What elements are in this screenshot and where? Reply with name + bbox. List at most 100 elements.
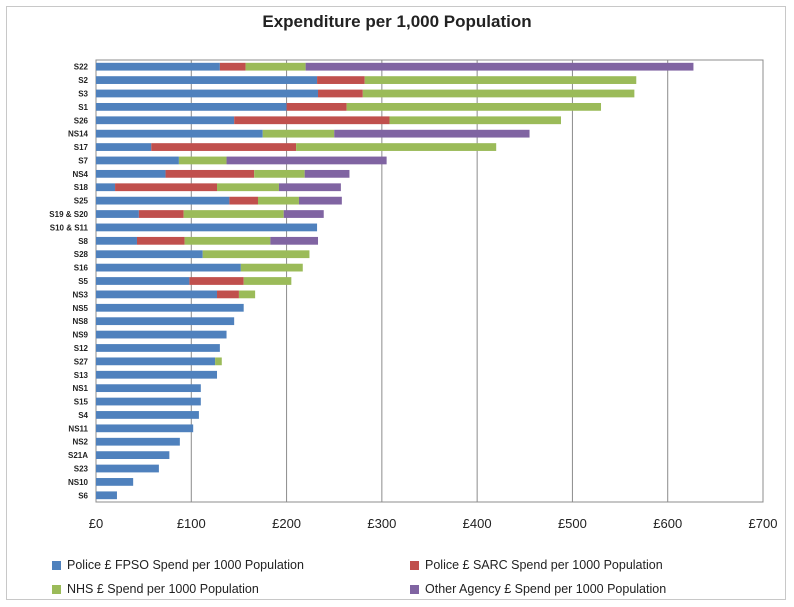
bar-segment (389, 116, 561, 125)
bar-segment (96, 263, 241, 272)
x-tick-label: £500 (558, 516, 587, 531)
bar-segment (96, 223, 318, 232)
legend-label: NHS £ Spend per 1000 Population (67, 582, 259, 596)
bar-segment (178, 156, 227, 165)
y-tick-label: S4 (78, 411, 88, 420)
bar-segment (96, 290, 218, 299)
bar-segment (262, 129, 335, 138)
bar-segment (296, 143, 497, 151)
bar-segment (317, 76, 365, 84)
y-tick-label: S8 (78, 237, 88, 246)
bar-segment (234, 116, 390, 125)
y-tick-label: NS10 (68, 478, 89, 487)
y-tick-label: S3 (78, 89, 88, 98)
y-tick-label: S26 (74, 116, 89, 125)
bar-segment (96, 317, 235, 326)
x-tick-label: £100 (177, 516, 206, 531)
y-tick-label: S22 (74, 63, 89, 72)
bar-segment (96, 397, 201, 406)
legend-label: Police £ FPSO Spend per 1000 Population (67, 558, 304, 572)
bar-segment (257, 196, 299, 205)
bar-segment (346, 102, 602, 111)
legend-item: Police £ SARC Spend per 1000 Population (410, 558, 663, 572)
y-tick-label: S16 (74, 264, 89, 273)
bar-segment (270, 236, 319, 245)
y-tick-label: NS1 (72, 384, 88, 393)
y-tick-label: S23 (74, 465, 89, 474)
bar-segment (240, 263, 303, 272)
bar-segment (96, 303, 244, 312)
y-tick-label: S28 (74, 250, 89, 259)
bar-segment (364, 76, 637, 84)
x-tick-label: £300 (367, 516, 396, 531)
bar-segment (278, 183, 341, 192)
bar-segment (334, 129, 530, 138)
bar-segment (183, 210, 284, 218)
bar-segment (96, 344, 220, 352)
bar-segment (96, 451, 170, 460)
legend-item: Police £ FPSO Spend per 1000 Population (52, 558, 304, 572)
x-tick-label: £700 (749, 516, 778, 531)
bar-segment (96, 357, 216, 366)
bar-segment (254, 169, 305, 178)
y-tick-label: S6 (78, 491, 88, 500)
bar-segment (362, 89, 635, 98)
y-tick-label: S19 & S20 (49, 210, 88, 219)
bar-segment (138, 210, 184, 218)
bar-segment (238, 290, 256, 299)
bar-segment (96, 156, 179, 165)
bar-segment (96, 236, 137, 245)
bar-segment (136, 236, 185, 245)
bar-segment (96, 330, 227, 339)
bar-segment (96, 116, 235, 125)
legend-swatch (52, 560, 61, 570)
bar-segment (115, 183, 218, 192)
y-tick-label: S1 (78, 103, 88, 112)
y-tick-label: S10 & S11 (50, 223, 89, 232)
chart-legend: Police £ FPSO Spend per 1000 Population P… (40, 552, 780, 602)
bar-segment (189, 277, 244, 285)
bar-segment (96, 491, 117, 500)
legend-swatch (52, 584, 61, 594)
y-tick-label: NS2 (72, 438, 88, 447)
bar-segment (96, 143, 152, 151)
legend-swatch (410, 560, 419, 570)
bar-segment (96, 89, 319, 98)
bar-segment (96, 196, 230, 205)
legend-label: Police £ SARC Spend per 1000 Population (425, 558, 663, 572)
y-tick-label: NS4 (72, 170, 88, 179)
bar-segment (151, 143, 297, 151)
bar-segment (96, 169, 166, 178)
bar-segment (96, 102, 287, 111)
y-tick-label: S21A (68, 451, 88, 460)
bar-segment (184, 236, 271, 245)
bar-segment (219, 62, 246, 71)
y-tick-label: S25 (74, 197, 89, 206)
bar-segment (96, 277, 190, 285)
x-tick-label: £0 (89, 516, 103, 531)
bar-segment (229, 196, 258, 205)
bar-chart: £0 £100 £200 £300 £400 £500 £600 £700 S22 S2 S3 S1 S… (49, 59, 778, 531)
y-tick-label: S18 (74, 183, 89, 192)
legend-item: NHS £ Spend per 1000 Population (52, 582, 259, 596)
y-tick-label: S27 (74, 357, 89, 366)
bar-segment (298, 196, 342, 205)
bar-segment (226, 156, 387, 165)
bar-segment (96, 76, 318, 84)
bar-segment (96, 424, 194, 433)
bar-segment (96, 210, 139, 218)
bar-segment (243, 277, 292, 285)
bar-segment (96, 437, 180, 446)
y-tick-label: S2 (78, 76, 88, 85)
bar-segment (96, 370, 218, 379)
bar-segment (96, 183, 116, 192)
y-tick-label: S5 (78, 277, 88, 286)
y-tick-label: NS3 (72, 290, 88, 299)
bar-segment (96, 411, 199, 419)
chart-title: Expenditure per 1,000 Population (262, 12, 532, 31)
y-tick-label: S13 (74, 371, 89, 380)
bar-segment (96, 478, 134, 486)
legend-item: Other Agency £ Spend per 1000 Population (410, 582, 666, 596)
y-tick-label: S12 (74, 344, 89, 353)
x-tick-label: £200 (272, 516, 301, 531)
